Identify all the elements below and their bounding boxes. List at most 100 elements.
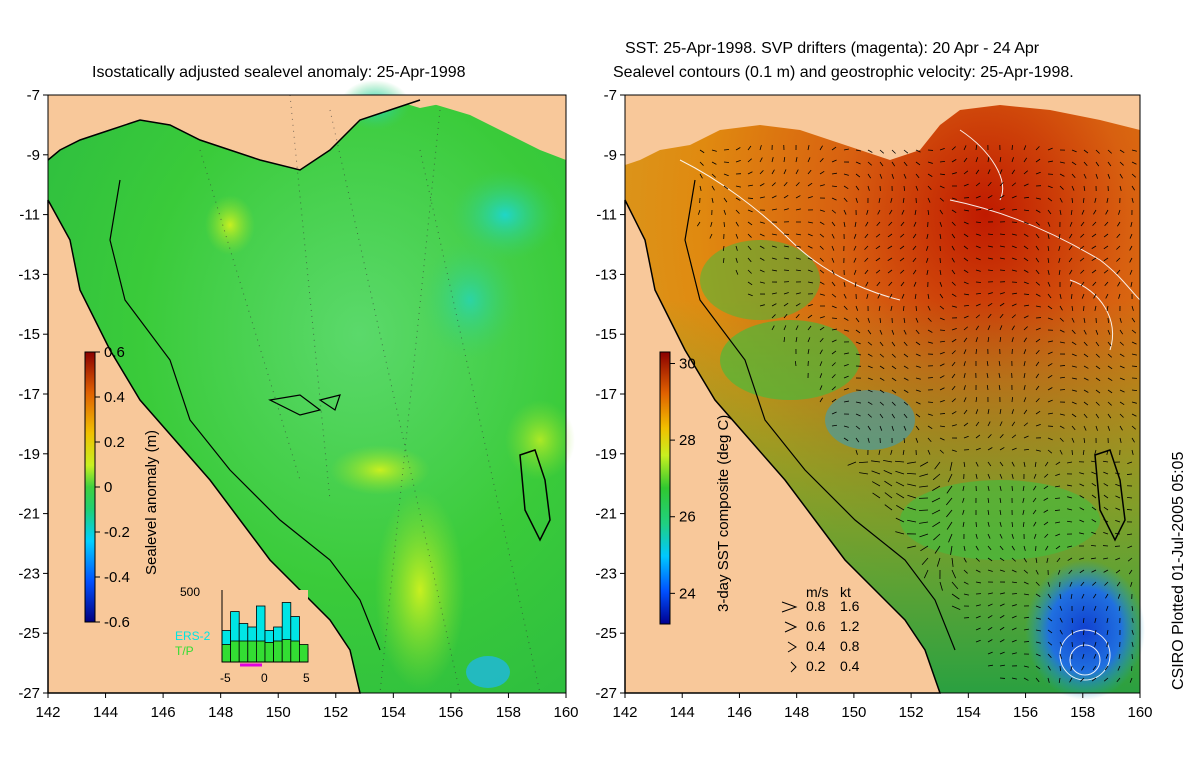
velocity-arrow bbox=[1011, 557, 1016, 562]
velocity-arrow bbox=[879, 161, 884, 167]
velocity-arrow bbox=[1055, 485, 1061, 488]
velocity-arrow bbox=[795, 257, 801, 260]
velocity-arrow bbox=[907, 461, 917, 464]
velocity-arrow bbox=[1071, 389, 1077, 392]
velocity-arrow bbox=[1044, 461, 1049, 467]
velocity-arrow bbox=[1131, 449, 1134, 455]
velocity-arrow bbox=[999, 421, 1003, 427]
velocity-arrow bbox=[1047, 629, 1053, 634]
velocity-arrow bbox=[1043, 485, 1049, 490]
velocity-arrow bbox=[1082, 653, 1085, 659]
sealevel-contours bbox=[679, 129, 1141, 681]
velocity-arrow bbox=[843, 400, 849, 403]
velocity-arrow bbox=[926, 233, 929, 239]
velocity-arrow bbox=[1023, 293, 1030, 295]
velocity-arrow bbox=[1107, 413, 1112, 419]
lon-tick-label: 142 bbox=[612, 704, 637, 721]
velocity-arrow bbox=[927, 185, 932, 190]
velocity-arrow bbox=[747, 269, 752, 274]
velocity-arrow bbox=[1035, 385, 1040, 391]
velocity-arrow bbox=[807, 314, 813, 319]
velocity-arrow bbox=[1131, 329, 1137, 334]
velocity-arrow bbox=[1023, 569, 1029, 574]
velocity-arrow bbox=[807, 157, 811, 163]
velocity-arrow bbox=[855, 353, 861, 356]
velocity-arrow bbox=[999, 639, 1005, 643]
velocity-arrow bbox=[963, 361, 966, 367]
velocity-arrow bbox=[986, 361, 989, 367]
velocity-arrow bbox=[1094, 305, 1097, 311]
velocity-arrow bbox=[1023, 422, 1029, 427]
velocity-legend-ms: 0.2 bbox=[806, 658, 826, 674]
island-left-2 bbox=[268, 394, 322, 416]
velocity-arrow bbox=[723, 209, 727, 215]
velocity-arrow bbox=[1023, 233, 1029, 237]
lat-tick-label: -11 bbox=[19, 207, 40, 224]
velocity-arrow bbox=[853, 269, 857, 275]
velocity-arrow bbox=[1083, 341, 1088, 346]
velocity-arrow bbox=[819, 337, 824, 343]
velocity-arrow bbox=[795, 325, 799, 331]
velocity-arrow bbox=[1083, 149, 1089, 154]
velocity-arrow bbox=[1126, 496, 1133, 499]
velocity-arrow bbox=[1119, 329, 1124, 335]
velocity-arrow bbox=[1115, 495, 1121, 499]
velocity-arrow bbox=[999, 208, 1005, 211]
velocity-arrow bbox=[807, 233, 813, 237]
velocity-arrow bbox=[831, 245, 835, 251]
velocity-arrow bbox=[843, 352, 849, 355]
velocity-arrow bbox=[867, 353, 873, 357]
velocity-arrow bbox=[855, 185, 860, 191]
velocity-arrow bbox=[890, 305, 893, 311]
velocity-arrow bbox=[999, 651, 1005, 655]
velocity-legend-kt: 1.2 bbox=[840, 618, 860, 634]
velocity-arrow bbox=[1093, 605, 1097, 611]
velocity-arrow bbox=[903, 317, 906, 323]
right-map-body bbox=[624, 94, 1145, 700]
velocity-arrow bbox=[1033, 533, 1037, 539]
velocity-arrow bbox=[1035, 641, 1041, 644]
velocity-arrow bbox=[867, 365, 873, 369]
velocity-arrow bbox=[999, 336, 1002, 343]
velocity-arrow bbox=[1091, 569, 1097, 573]
velocity-arrow bbox=[879, 341, 884, 347]
velocity-arrow bbox=[1131, 437, 1135, 443]
velocity-arrow bbox=[1047, 665, 1051, 671]
velocity-arrow bbox=[1047, 677, 1050, 683]
velocity-arrow bbox=[1081, 209, 1085, 215]
velocity-arrow bbox=[1095, 353, 1100, 358]
right-panel-title-line2: Sealevel contours (0.1 m) and geostrophi… bbox=[613, 64, 1074, 81]
velocity-arrow bbox=[819, 245, 824, 250]
lat-tick-label: -19 bbox=[18, 446, 40, 463]
velocity-arrow bbox=[855, 149, 861, 152]
velocity-arrow bbox=[711, 149, 717, 152]
velocity-arrow bbox=[1116, 245, 1121, 250]
velocity-arrow bbox=[747, 158, 752, 163]
velocity-arrow bbox=[902, 197, 905, 203]
velocity-arrow bbox=[1067, 461, 1073, 464]
velocity-arrow bbox=[1055, 461, 1061, 466]
velocity-arrow bbox=[1094, 197, 1097, 203]
velocity-arrow bbox=[1067, 557, 1073, 561]
lon-tick-label: 142 bbox=[35, 704, 60, 721]
velocity-arrow bbox=[1119, 149, 1125, 153]
velocity-arrow bbox=[879, 149, 885, 154]
velocity-arrow bbox=[1090, 545, 1097, 547]
velocity-arrow bbox=[1067, 508, 1073, 511]
velocity-arrow bbox=[1047, 412, 1053, 415]
velocity-arrow bbox=[1047, 387, 1053, 391]
velocity-arrow bbox=[975, 348, 977, 355]
velocity-arrow bbox=[1091, 557, 1097, 560]
velocity-arrow bbox=[963, 435, 969, 439]
velocity-arrow bbox=[915, 329, 920, 335]
velocity-arrow bbox=[975, 627, 981, 631]
velocity-arrow bbox=[963, 257, 969, 262]
velocity-arrow bbox=[927, 413, 933, 416]
velocity-arrow bbox=[963, 170, 969, 175]
velocity-arrow bbox=[864, 257, 869, 262]
velocity-arrow bbox=[855, 401, 861, 404]
velocity-arrow bbox=[807, 182, 813, 187]
velocity-arrow bbox=[903, 437, 905, 444]
velocity-arrow bbox=[1119, 341, 1124, 346]
velocity-arrow bbox=[1011, 677, 1017, 680]
